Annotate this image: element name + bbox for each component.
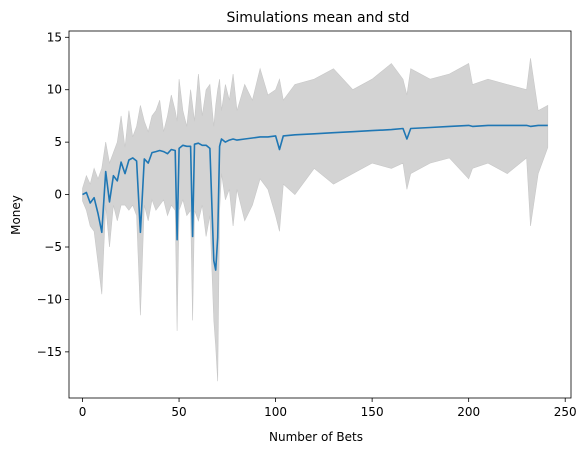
y-tick-label: −5 <box>44 240 62 254</box>
plot-area <box>82 58 549 382</box>
x-axis-label: Number of Bets <box>269 430 363 444</box>
axes: 0 50 100 150 200 250 −15 −10 −5 0 5 10 15 <box>37 30 577 419</box>
y-tick-label: 15 <box>47 30 62 44</box>
x-tick-label: 150 <box>361 405 384 419</box>
x-tick-label: 250 <box>554 405 577 419</box>
y-tick-label: 10 <box>47 83 62 97</box>
y-tick-label: −10 <box>37 292 62 306</box>
std-band <box>82 58 549 382</box>
x-tick-label: 0 <box>79 405 87 419</box>
y-tick-label: 5 <box>54 135 62 149</box>
x-tick-label: 100 <box>264 405 287 419</box>
y-axis-label: Money <box>9 195 23 235</box>
x-tick-label: 200 <box>457 405 480 419</box>
mean-line <box>82 124 548 271</box>
plot-frame <box>68 30 572 399</box>
x-tick-label: 50 <box>171 405 186 419</box>
y-tick-label: 0 <box>54 188 62 202</box>
y-tick-label: −15 <box>37 345 62 359</box>
chart-title: Simulations mean and std <box>227 10 410 26</box>
